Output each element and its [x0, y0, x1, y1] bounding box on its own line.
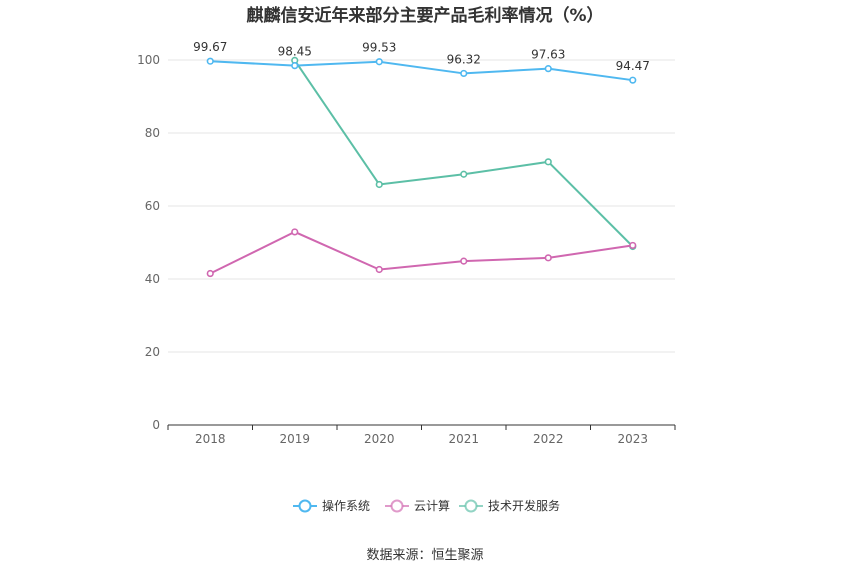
legend[interactable]: 操作系统 云计算 技术开发服务: [293, 498, 560, 513]
data-point[interactable]: [206, 57, 214, 65]
legend-label: 技术开发服务: [488, 498, 560, 513]
x-tick-label: 2020: [364, 432, 395, 446]
legend-item-1[interactable]: 操作系统: [293, 498, 370, 513]
legend-label: 操作系统: [322, 498, 370, 513]
data-point[interactable]: [206, 269, 214, 278]
data-point[interactable]: [375, 265, 383, 274]
data-label: 97.63: [531, 48, 565, 62]
series-line: [210, 60, 633, 82]
data-point[interactable]: [544, 65, 552, 73]
data-point[interactable]: [629, 76, 637, 84]
grid-lines: [168, 59, 675, 353]
data-point[interactable]: [544, 254, 552, 262]
data-label: 99.67: [193, 40, 227, 54]
data-point[interactable]: [629, 241, 637, 250]
x-tick-label: 2019: [279, 432, 310, 446]
chart-title: 麒麟信安近年来部分主要产品毛利率情况（%）: [246, 5, 603, 26]
series-3: [291, 56, 637, 251]
x-tick-label: 2022: [533, 432, 564, 446]
data-point[interactable]: [460, 257, 468, 265]
data-point[interactable]: [460, 69, 468, 78]
y-tick-label: 20: [145, 345, 160, 359]
legend-marker: [464, 499, 478, 513]
data-point[interactable]: [291, 228, 299, 236]
data-label: 96.32: [447, 52, 481, 66]
series-layer: 99.67 98.45 99.53 96.32 97.63 94.47: [193, 40, 650, 278]
data-point[interactable]: [291, 62, 299, 70]
data-source: 数据来源：恒生聚源: [366, 548, 483, 563]
data-point[interactable]: [544, 158, 552, 166]
legend-label: 云计算: [414, 498, 450, 513]
series-line: [293, 59, 634, 248]
y-axis: 0 20 40 60 80 100: [137, 53, 160, 432]
x-axis: 2018 2019 2020 2021 2022 2023: [167, 424, 676, 446]
data-label: 98.45: [278, 45, 312, 59]
data-label: 99.53: [362, 41, 396, 55]
y-tick-label: 80: [145, 126, 160, 140]
x-tick-label: 2021: [448, 432, 479, 446]
data-point[interactable]: [460, 170, 468, 178]
legend-marker: [390, 499, 404, 513]
y-tick-label: 60: [145, 199, 160, 213]
legend-item-3[interactable]: 技术开发服务: [459, 498, 560, 513]
x-tick-label: 2018: [195, 432, 226, 446]
data-label: 94.47: [616, 59, 650, 73]
data-point[interactable]: [375, 180, 383, 189]
y-tick-label: 40: [145, 272, 160, 286]
series-2: [206, 228, 637, 278]
legend-item-2[interactable]: 云计算: [385, 498, 450, 513]
series-1: 99.67 98.45 99.53 96.32 97.63 94.47: [193, 40, 650, 84]
data-point[interactable]: [375, 58, 383, 66]
x-tick-label: 2023: [617, 432, 648, 446]
series-line: [209, 230, 633, 275]
y-tick-label: 100: [137, 53, 160, 67]
y-tick-label: 0: [152, 418, 160, 432]
legend-marker: [298, 499, 312, 513]
